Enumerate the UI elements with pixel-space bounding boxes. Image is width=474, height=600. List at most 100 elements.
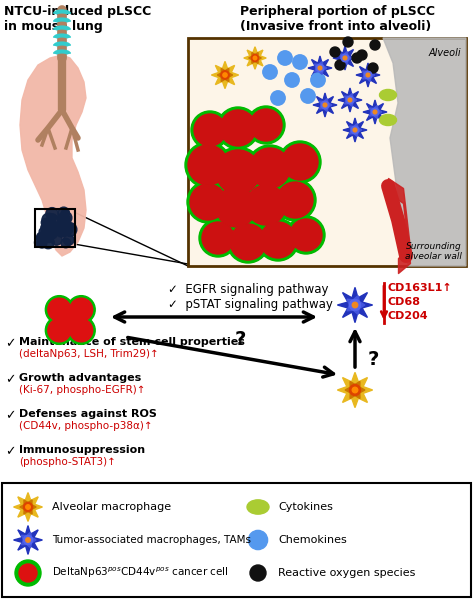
Circle shape — [246, 185, 286, 225]
Circle shape — [357, 50, 367, 60]
Circle shape — [65, 223, 73, 230]
Circle shape — [277, 182, 313, 218]
Polygon shape — [337, 287, 373, 323]
Circle shape — [370, 40, 380, 50]
Circle shape — [46, 208, 58, 220]
Circle shape — [46, 225, 56, 236]
Circle shape — [227, 221, 269, 263]
FancyBboxPatch shape — [2, 483, 471, 597]
Circle shape — [330, 47, 340, 57]
Polygon shape — [363, 68, 375, 82]
Polygon shape — [345, 94, 357, 106]
Circle shape — [45, 234, 53, 242]
Text: ✓  EGFR signaling pathway
✓  pSTAT signaling pathway: ✓ EGFR signaling pathway ✓ pSTAT signali… — [168, 283, 333, 311]
Circle shape — [24, 503, 33, 511]
Circle shape — [250, 148, 290, 188]
Text: Growth advantages: Growth advantages — [19, 373, 141, 383]
Polygon shape — [14, 493, 42, 521]
Circle shape — [217, 107, 259, 149]
Polygon shape — [249, 53, 261, 64]
Circle shape — [282, 144, 318, 180]
Circle shape — [194, 114, 226, 146]
Circle shape — [348, 98, 352, 102]
Circle shape — [41, 223, 50, 232]
Circle shape — [42, 227, 53, 238]
Circle shape — [253, 56, 257, 60]
Circle shape — [50, 222, 60, 232]
Circle shape — [37, 238, 47, 248]
Circle shape — [311, 73, 325, 87]
Circle shape — [57, 214, 70, 226]
Ellipse shape — [380, 115, 396, 125]
Polygon shape — [244, 47, 266, 69]
Circle shape — [19, 564, 37, 582]
Circle shape — [364, 71, 372, 79]
Circle shape — [248, 530, 268, 550]
Circle shape — [42, 213, 55, 227]
Circle shape — [49, 214, 56, 221]
Circle shape — [70, 319, 93, 342]
Circle shape — [199, 219, 237, 257]
Circle shape — [59, 226, 66, 233]
Circle shape — [46, 316, 73, 344]
Circle shape — [55, 224, 63, 232]
Polygon shape — [356, 63, 380, 87]
Text: NTCU-induced pLSCC
in mouse lung: NTCU-induced pLSCC in mouse lung — [4, 5, 151, 33]
Circle shape — [293, 55, 307, 69]
Circle shape — [67, 296, 95, 323]
Circle shape — [352, 387, 358, 393]
Text: ✓: ✓ — [5, 445, 16, 458]
Ellipse shape — [247, 500, 269, 514]
Circle shape — [216, 150, 260, 194]
Text: CD204: CD204 — [388, 311, 428, 321]
Polygon shape — [315, 62, 327, 74]
Polygon shape — [345, 382, 365, 398]
Circle shape — [371, 108, 379, 116]
Circle shape — [55, 224, 64, 234]
Polygon shape — [211, 61, 238, 89]
Text: (phospho-STAT3)↑: (phospho-STAT3)↑ — [19, 457, 116, 467]
Text: ✓: ✓ — [5, 337, 16, 350]
Text: ✓: ✓ — [5, 409, 16, 422]
Polygon shape — [333, 46, 357, 70]
Circle shape — [190, 184, 226, 220]
Circle shape — [185, 142, 231, 188]
Circle shape — [44, 226, 58, 239]
Text: Defenses against ROS: Defenses against ROS — [19, 409, 157, 419]
Text: Alveoli: Alveoli — [428, 48, 461, 58]
Circle shape — [335, 60, 345, 70]
Circle shape — [38, 232, 46, 241]
Polygon shape — [347, 296, 365, 314]
Circle shape — [353, 128, 357, 132]
Circle shape — [366, 73, 370, 77]
Polygon shape — [21, 532, 36, 548]
Circle shape — [41, 224, 51, 234]
Circle shape — [349, 385, 361, 395]
Circle shape — [316, 64, 324, 72]
Circle shape — [247, 106, 285, 144]
Text: Immunosuppression: Immunosuppression — [19, 445, 145, 455]
Circle shape — [58, 305, 86, 333]
Circle shape — [51, 234, 62, 245]
Polygon shape — [383, 38, 466, 266]
Circle shape — [368, 63, 378, 73]
Polygon shape — [319, 98, 332, 112]
Circle shape — [352, 53, 362, 63]
Circle shape — [341, 54, 349, 62]
FancyBboxPatch shape — [188, 38, 466, 266]
Circle shape — [346, 96, 354, 104]
Circle shape — [41, 218, 50, 227]
Polygon shape — [14, 526, 42, 554]
Circle shape — [63, 227, 71, 235]
Circle shape — [260, 222, 296, 258]
Circle shape — [285, 73, 299, 87]
Circle shape — [220, 110, 256, 146]
Circle shape — [63, 223, 77, 236]
Circle shape — [301, 89, 315, 103]
Circle shape — [323, 103, 327, 107]
Text: (deltaNp63, LSH, Trim29)↑: (deltaNp63, LSH, Trim29)↑ — [19, 349, 159, 359]
Circle shape — [187, 181, 229, 223]
Circle shape — [221, 71, 229, 79]
Polygon shape — [349, 124, 362, 136]
Text: CD163L1↑: CD163L1↑ — [388, 283, 453, 293]
